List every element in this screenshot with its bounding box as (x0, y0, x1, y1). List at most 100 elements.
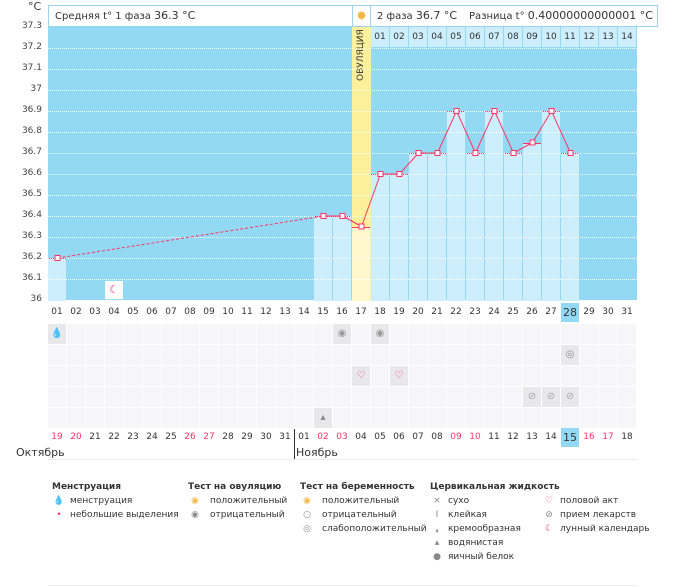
calendar-cell[interactable] (238, 387, 256, 407)
calendar-cell[interactable] (409, 387, 427, 407)
calendar-cell[interactable] (257, 324, 275, 344)
calendar-cell[interactable] (257, 387, 275, 407)
calendar-cell[interactable] (409, 366, 427, 386)
calendar-cell[interactable] (48, 345, 66, 365)
calendar-cell[interactable] (162, 324, 180, 344)
calendar-cell[interactable] (371, 366, 389, 386)
calendar-cell[interactable] (352, 345, 370, 365)
calendar-cell[interactable] (599, 324, 617, 344)
day-label[interactable]: 25 (507, 307, 519, 317)
calendar-cell[interactable] (371, 345, 389, 365)
calendar-cell[interactable] (257, 345, 275, 365)
calendar-cell[interactable] (466, 408, 484, 428)
calendar-date[interactable]: 08 (431, 432, 443, 442)
calendar-cell[interactable] (390, 345, 408, 365)
calendar-cell[interactable] (599, 408, 617, 428)
day-label[interactable]: 17 (355, 307, 367, 317)
day-label[interactable]: 03 (89, 307, 101, 317)
calendar-date[interactable]: 30 (260, 432, 272, 442)
calendar-cell[interactable] (200, 387, 218, 407)
calendar-cell[interactable] (561, 324, 579, 344)
day-label[interactable]: 06 (146, 307, 158, 317)
day-label[interactable]: 10 (222, 307, 234, 317)
day-label[interactable]: 14 (298, 307, 310, 317)
calendar-cell[interactable] (105, 408, 123, 428)
calendar-cell[interactable] (314, 387, 332, 407)
calendar-cell[interactable] (295, 366, 313, 386)
calendar-cell[interactable] (181, 408, 199, 428)
day-label[interactable]: 07 (165, 307, 177, 317)
calendar-cell[interactable] (238, 324, 256, 344)
calendar-cell[interactable] (485, 324, 503, 344)
day-label[interactable]: 08 (184, 307, 196, 317)
calendar-cell[interactable] (447, 345, 465, 365)
calendar-cell[interactable] (86, 366, 104, 386)
calendar-cell[interactable] (390, 324, 408, 344)
calendar-cell[interactable] (314, 345, 332, 365)
calendar-cell[interactable] (86, 324, 104, 344)
calendar-cell[interactable] (219, 408, 237, 428)
calendar-cell[interactable] (618, 408, 636, 428)
calendar-cell[interactable] (409, 408, 427, 428)
calendar-date[interactable]: 18 (621, 432, 633, 442)
calendar-date[interactable]: 24 (146, 432, 158, 442)
calendar-cell[interactable] (333, 387, 351, 407)
calendar-cell[interactable] (542, 345, 560, 365)
calendar-cell[interactable] (542, 324, 560, 344)
calendar-date[interactable]: 26 (184, 432, 196, 442)
calendar-cell[interactable] (48, 366, 66, 386)
calendar-cell[interactable] (162, 366, 180, 386)
calendar-date[interactable]: 17 (602, 432, 614, 442)
calendar-cell[interactable] (67, 387, 85, 407)
calendar-date[interactable]: 13 (526, 432, 538, 442)
calendar-cell[interactable] (181, 345, 199, 365)
day-label[interactable]: 13 (279, 307, 291, 317)
day-label[interactable]: 28 (561, 303, 579, 322)
calendar-cell[interactable] (580, 324, 598, 344)
day-label[interactable]: 23 (469, 307, 481, 317)
day-label[interactable]: 29 (583, 307, 595, 317)
calendar-cell[interactable] (295, 387, 313, 407)
calendar-cell[interactable] (200, 345, 218, 365)
day-label[interactable]: 02 (70, 307, 82, 317)
day-label[interactable]: 01 (51, 307, 63, 317)
calendar-cell[interactable] (447, 366, 465, 386)
calendar-cell[interactable] (485, 387, 503, 407)
calendar-cell[interactable] (162, 408, 180, 428)
calendar-cell[interactable] (143, 324, 161, 344)
calendar-cell[interactable] (580, 366, 598, 386)
calendar-cell[interactable] (124, 387, 142, 407)
calendar-date[interactable]: 27 (203, 432, 215, 442)
calendar-cell[interactable] (105, 345, 123, 365)
calendar-date[interactable]: 04 (355, 432, 367, 442)
calendar-date[interactable]: 19 (51, 432, 63, 442)
calendar-cell[interactable] (618, 387, 636, 407)
calendar-date[interactable]: 21 (89, 432, 101, 442)
calendar-date[interactable]: 05 (374, 432, 386, 442)
calendar-cell[interactable] (124, 408, 142, 428)
calendar-cell[interactable] (466, 366, 484, 386)
calendar-cell[interactable] (523, 408, 541, 428)
calendar-date[interactable]: 11 (488, 432, 500, 442)
calendar-cell[interactable] (219, 366, 237, 386)
day-label[interactable]: 30 (602, 307, 614, 317)
calendar-date[interactable]: 16 (583, 432, 595, 442)
calendar-date[interactable]: 12 (507, 432, 519, 442)
calendar-cell[interactable] (371, 408, 389, 428)
calendar-cell[interactable] (276, 345, 294, 365)
calendar-date[interactable]: 10 (469, 432, 481, 442)
calendar-cell[interactable] (143, 387, 161, 407)
calendar-cell[interactable] (504, 345, 522, 365)
calendar-date[interactable]: 06 (393, 432, 405, 442)
calendar-cell[interactable] (561, 408, 579, 428)
calendar-cell[interactable] (276, 387, 294, 407)
calendar-cell[interactable] (86, 387, 104, 407)
calendar-cell[interactable] (67, 408, 85, 428)
calendar-cell[interactable] (504, 387, 522, 407)
calendar-cell[interactable] (390, 387, 408, 407)
calendar-cell[interactable] (428, 345, 446, 365)
calendar-cell[interactable] (238, 345, 256, 365)
calendar-cell[interactable] (219, 345, 237, 365)
calendar-cell[interactable] (295, 345, 313, 365)
calendar-cell[interactable] (295, 408, 313, 428)
